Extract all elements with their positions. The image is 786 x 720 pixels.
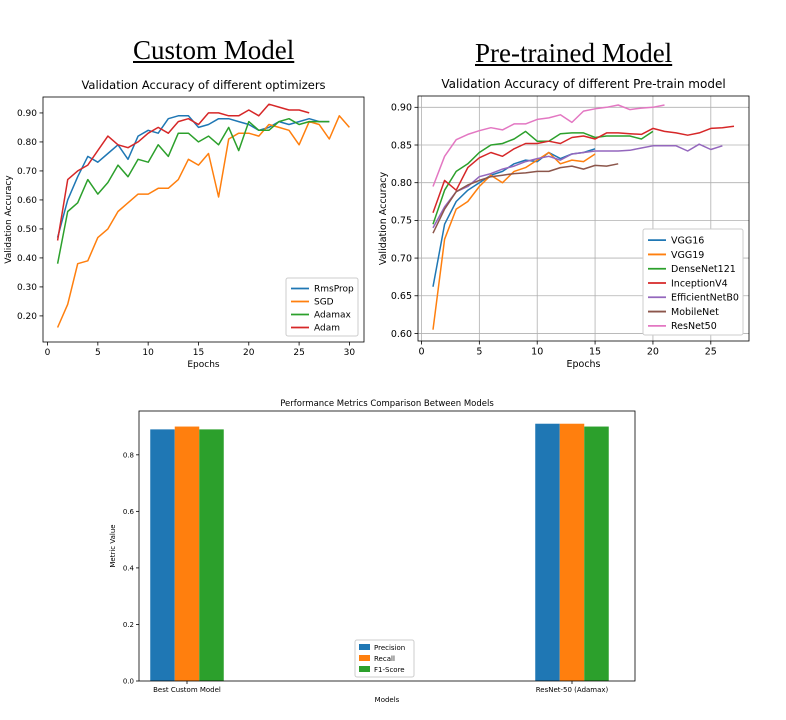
custom-model-heading: Custom Model [133,35,295,65]
series-line-resnet50 [432,104,665,187]
legend-label: VGG19 [671,250,704,261]
series-line-mobilenet [432,163,619,234]
x-axis-label: Epochs [187,360,220,370]
y-tick-label: 0.60 [391,329,412,340]
x-tick-label: 5 [95,348,101,358]
category-label: Best Custom Model [153,686,221,694]
y-tick-label: 0.4 [123,564,135,572]
x-tick-label: 10 [142,348,154,358]
series-line-vgg16 [432,148,596,287]
bar-f1-score [584,426,609,681]
x-tick-label: 30 [344,348,356,358]
x-tick-label: 5 [476,347,482,358]
y-axis-label: Metric Value [109,524,117,567]
legend-label: F1-Score [374,666,405,674]
y-tick-label: 0.40 [17,254,37,264]
bar-f1-score [199,429,224,681]
legend-label: EfficientNetB0 [671,293,739,304]
x-tick-label: 20 [243,348,255,358]
y-tick-label: 0.8 [123,451,134,459]
series-line-inceptionv4 [432,125,735,214]
series-line-adam [56,103,310,241]
y-tick-label: 0.0 [123,678,134,686]
legend-label: DenseNet121 [671,264,736,275]
plot-frame [138,410,636,682]
y-tick-label: 0.75 [391,216,412,227]
y-tick-label: 0.90 [17,109,37,119]
series-line-sgd [56,115,350,328]
y-tick-label: 0.80 [391,178,412,189]
legend-label: Adam [314,324,340,334]
series-line-rmsprop [56,115,330,238]
legend-box [285,277,359,337]
legend-label: InceptionV4 [671,278,728,289]
plot-frame [42,96,365,343]
y-axis-label: Validation Accuracy [378,171,389,265]
legend-label: SGD [314,298,334,308]
plot-frame [417,95,750,342]
y-tick-label: 0.65 [391,291,412,302]
legend-label: Recall [374,655,395,663]
x-tick-label: 25 [293,348,304,358]
y-tick-label: 0.90 [391,103,412,114]
y-axis-label: Validation Accuracy [4,175,14,264]
y-tick-label: 0.50 [17,225,37,235]
legend-label: Precision [374,644,405,652]
chart-title: Validation Accuracy of different Pre-tra… [441,77,725,91]
x-tick-label: 20 [647,347,659,358]
x-tick-label: 0 [418,347,424,358]
chart-title: Validation Accuracy of different optimiz… [81,78,325,92]
category-label: ResNet-50 (Adamax) [536,686,609,694]
y-tick-label: 0.60 [17,196,37,206]
legend-label: ResNet50 [671,321,717,332]
y-tick-label: 0.6 [123,508,135,516]
legend-swatch [359,644,370,650]
legend-box [642,228,744,336]
x-tick-label: 15 [589,347,601,358]
legend-label: VGG16 [671,235,704,246]
y-tick-label: 0.20 [17,312,37,322]
legend-label: MobileNet [671,307,719,318]
pretrained-model-heading: Pre-trained Model [475,38,673,68]
y-tick-label: 0.80 [17,138,37,148]
series-line-adamax [56,117,330,264]
x-axis-label: Epochs [566,359,600,370]
bar-precision [535,423,560,681]
y-tick-label: 0.30 [17,283,37,293]
bar-recall [174,426,200,681]
x-tick-label: 10 [531,347,543,358]
series-line-vgg19 [432,151,596,330]
x-tick-label: 0 [45,348,51,358]
legend-label: RmsProp [314,285,354,295]
bar-recall [559,423,585,681]
y-tick-label: 0.70 [17,167,37,177]
legend-label: Adamax [314,311,352,321]
legend-swatch [359,666,370,672]
y-tick-label: 0.70 [391,253,412,264]
chart-title: Performance Metrics Comparison Between M… [280,399,494,409]
y-tick-label: 0.85 [391,140,412,151]
x-axis-label: Models [375,696,400,704]
legend-swatch [359,655,370,661]
y-tick-label: 0.2 [123,621,134,629]
series-line-efficientnetb0 [432,143,723,229]
x-tick-label: 25 [705,347,717,358]
x-tick-label: 15 [193,348,204,358]
bar-precision [150,429,175,681]
legend-box [354,639,415,678]
series-line-densenet121 [432,130,654,225]
